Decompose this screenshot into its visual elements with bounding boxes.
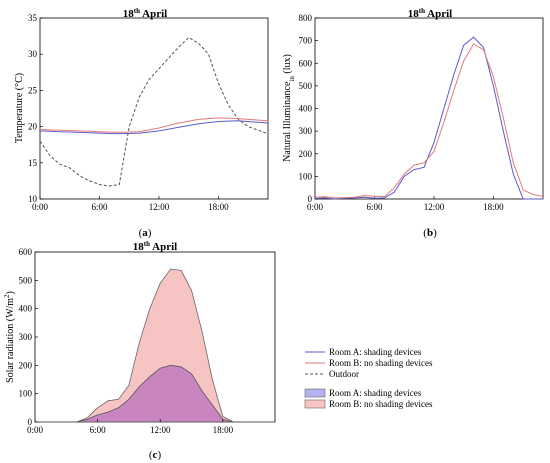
chart-a-ytick-label: 35 [28, 13, 38, 23]
legend-label: Room B: no shading devices [329, 399, 433, 409]
chart-c-xtick-label: 12:00 [150, 425, 171, 435]
legend-swatch-patch [304, 388, 326, 398]
legend-label: Room A: shading devices [329, 388, 422, 398]
chart-b-ytick-label: 800 [299, 13, 313, 23]
chart-c-panel-label: (c) [149, 449, 162, 461]
chart-c-ylabel: Solar radiation (W/m2) [3, 291, 16, 383]
chart-c-area-roomA [35, 364, 275, 423]
chart-b-panel-label: (b) [423, 227, 437, 239]
chart-b-ytick-label: 600 [299, 58, 313, 68]
chart-b-xtick-label: 12:00 [424, 202, 445, 212]
chart-c-ytick-label: 200 [19, 360, 33, 370]
chart-b-ytick-label: 200 [299, 149, 313, 159]
chart-b-ytick-label: 400 [299, 104, 313, 114]
chart-c-title: 18th April [133, 240, 177, 253]
chart-b-ylabel: Natural Illuminancein (lux) [282, 54, 296, 162]
chart-c-ytick-label: 500 [19, 275, 33, 285]
chart-b-line-roomA [314, 36, 543, 200]
chart-b-xtick-label: 18:00 [483, 202, 504, 212]
legend-label: Room A: shading devices [329, 347, 422, 357]
chart-c-ytick-label: 300 [19, 332, 33, 342]
chart-c-ytick-label: 400 [19, 304, 33, 314]
chart-b-xtick-label: 6:00 [366, 202, 383, 212]
legend-label: Room B: no shading devices [329, 358, 433, 368]
chart-a-line-roomB [39, 117, 269, 133]
chart-a-xtick-label: 6:00 [91, 202, 108, 212]
chart-c-ytick-label: 0 [28, 417, 33, 427]
chart-a-ytick-label: 15 [28, 158, 38, 168]
chart-b-xtick-label: 0:00 [307, 202, 324, 212]
chart-a-ytick-label: 10 [28, 194, 38, 204]
chart-a-xtick-label: 18:00 [208, 202, 229, 212]
chart-a-title: 18th April [123, 7, 167, 20]
chart-c-xtick-label: 0:00 [27, 425, 44, 435]
chart-a-line-roomA [39, 120, 269, 135]
chart-b-line-roomB [314, 43, 544, 199]
chart-b-ytick-label: 500 [299, 81, 313, 91]
chart-c-xtick-label: 6:00 [90, 425, 107, 435]
chart-c-solar-radiation: 18th April 0:00 6:00 12:00 18:00 0 100 200 300 4… [3, 240, 276, 461]
chart-a-ytick-label: 25 [28, 85, 38, 95]
chart-a-frame [39, 17, 269, 200]
chart-a-temperature: 18th April 0:00 6:00 12:00 18:00 10 15 20 25 30 3… [14, 7, 269, 239]
chart-c-xtick-label: 18:00 [213, 425, 234, 435]
legend-label: Outdoor [329, 369, 359, 379]
legend-swatch-patch [304, 399, 326, 409]
chart-a-ylabel: Temperature (°C) [14, 73, 25, 143]
chart-b-frame [314, 17, 544, 200]
chart-a-xtick-label: 0:00 [32, 202, 49, 212]
chart-c-ytick-label: 600 [19, 247, 33, 257]
chart-a-line-outdoor [39, 36, 269, 187]
chart-a-ytick-label: 20 [28, 122, 38, 132]
chart-b-ytick-label: 700 [299, 36, 313, 46]
chart-b-title: 18th April [408, 7, 452, 20]
chart-a-ytick-label: 30 [28, 49, 38, 59]
chart-a-xtick-label: 12:00 [149, 202, 170, 212]
chart-b-ytick-label: 300 [299, 126, 313, 136]
chart-c-ytick-label: 100 [19, 389, 33, 399]
chart-b-ytick-label: 100 [299, 171, 313, 181]
chart-a-panel-label: (a) [139, 227, 152, 239]
chart-b-illuminance: 18th April 0:00 6:00 12:00 18:00 0 100 200 300 4… [282, 7, 544, 239]
chart-b-ytick-label: 0 [308, 194, 313, 204]
